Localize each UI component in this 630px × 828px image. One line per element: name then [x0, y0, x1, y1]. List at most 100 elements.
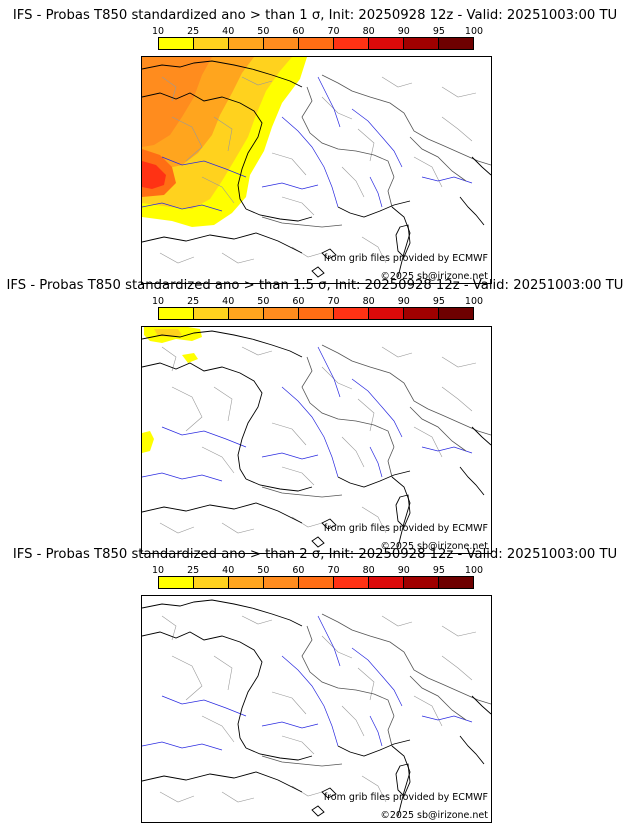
colorbar-segment: [369, 577, 404, 588]
river: [142, 472, 223, 482]
panel-title: IFS - Probas T850 standardized ano > tha…: [12, 8, 618, 23]
admin-boundary: [159, 522, 195, 534]
coastline: [311, 266, 325, 278]
admin-boundary: [221, 252, 255, 264]
colorbar-tick-label: 90: [397, 26, 410, 37]
country-border: [387, 715, 395, 747]
map-canvas: [142, 57, 491, 278]
river: [161, 426, 247, 448]
colorbar-segment: [229, 577, 264, 588]
colorbar-segment: [299, 308, 334, 319]
coastline: [459, 735, 485, 765]
colorbar-segment: [439, 38, 473, 49]
coastline: [142, 92, 263, 210]
country-border: [321, 344, 429, 410]
colorbar-tick-label: 40: [222, 565, 235, 576]
colorbar-segment: [369, 38, 404, 49]
coastline: [395, 763, 411, 797]
country-border: [387, 176, 395, 208]
admin-boundary: [413, 695, 443, 727]
colorbar-tick-label: 80: [362, 26, 375, 37]
probability-area: [142, 57, 176, 81]
river: [317, 346, 341, 398]
admin-boundary: [281, 735, 315, 755]
coastline: [245, 208, 313, 222]
admin-boundary: [171, 386, 203, 432]
colorbar-segment: [194, 38, 229, 49]
admin-boundary: [361, 236, 387, 264]
colorbar-tick-label: 40: [222, 26, 235, 37]
colorbar-tick-label: 90: [397, 296, 410, 307]
probability-area: [142, 57, 212, 147]
colorbar-tick-label: 90: [397, 565, 410, 576]
coastline: [142, 502, 303, 524]
colorbar-ticks: 10 25 40 50 60 70 80 90 95 100: [152, 26, 483, 37]
river: [317, 615, 341, 667]
coastline: [337, 200, 411, 218]
admin-boundary: [161, 346, 177, 372]
colorbar-segment: [264, 577, 299, 588]
colorbar-ticks: 10 25 40 50 60 70 80 90 95 100: [152, 296, 483, 307]
colorbar-tick-label: 10: [151, 296, 165, 307]
colorbar-tick-label: 50: [257, 296, 270, 307]
admin-boundary: [221, 522, 255, 534]
colorbar-segment: [194, 308, 229, 319]
colorbar-segment: [264, 38, 299, 49]
admin-boundary: [441, 386, 473, 412]
colorbar-tick-label: 70: [327, 26, 340, 37]
coastline: [391, 206, 411, 278]
colorbar-segment: [404, 308, 439, 319]
admin-boundary: [213, 116, 233, 152]
admin-boundary: [341, 436, 365, 468]
colorbar-segment: [404, 38, 439, 49]
colorbar-segment: [334, 38, 369, 49]
map-frame: [141, 56, 492, 284]
country-border: [409, 675, 467, 721]
colorbar-tick-label: 50: [257, 565, 270, 576]
country-border: [301, 356, 395, 448]
admin-boundary: [171, 116, 203, 162]
river: [351, 108, 403, 168]
river: [421, 176, 473, 184]
river: [369, 446, 383, 478]
river: [142, 202, 223, 212]
country-border: [427, 408, 491, 436]
admin-boundary: [291, 516, 323, 528]
credit-source: from grib files provided by ECMWF: [323, 792, 488, 803]
admin-boundary: [241, 346, 273, 356]
admin-boundary: [321, 96, 353, 120]
river: [369, 176, 383, 208]
probability-area: [142, 431, 154, 453]
colorbar-segment: [159, 577, 194, 588]
probability-area: [182, 353, 198, 363]
admin-boundary: [357, 667, 375, 701]
coastline: [459, 466, 485, 496]
admin-boundary: [281, 466, 315, 486]
colorbar: [158, 576, 474, 589]
admin-boundary: [381, 346, 413, 358]
river: [421, 715, 473, 723]
coastline: [337, 470, 411, 488]
colorbar-tick-label: 10: [151, 26, 165, 37]
river: [281, 116, 339, 208]
colorbar-tick-label: 95: [432, 296, 445, 307]
admin-boundary: [221, 791, 255, 803]
coastline: [142, 330, 303, 358]
colorbar-tick-label: 80: [362, 296, 375, 307]
admin-boundary: [381, 76, 413, 88]
coastline: [459, 196, 485, 226]
admin-boundary: [161, 76, 177, 102]
river: [261, 452, 319, 460]
country-border: [409, 406, 467, 452]
river: [421, 446, 473, 454]
colorbar: [158, 307, 474, 320]
admin-boundary: [271, 691, 307, 715]
panel-title: IFS - Probas T850 standardized ano > tha…: [6, 278, 624, 293]
admin-boundary: [341, 166, 365, 198]
colorbar-tick-label: 95: [432, 26, 445, 37]
country-border: [261, 486, 343, 498]
credit-copyright: ©2025 sb@irizone.net: [380, 271, 488, 282]
colorbar-segment: [334, 577, 369, 588]
colorbar-tick-label: 100: [464, 565, 484, 576]
river: [351, 378, 403, 438]
